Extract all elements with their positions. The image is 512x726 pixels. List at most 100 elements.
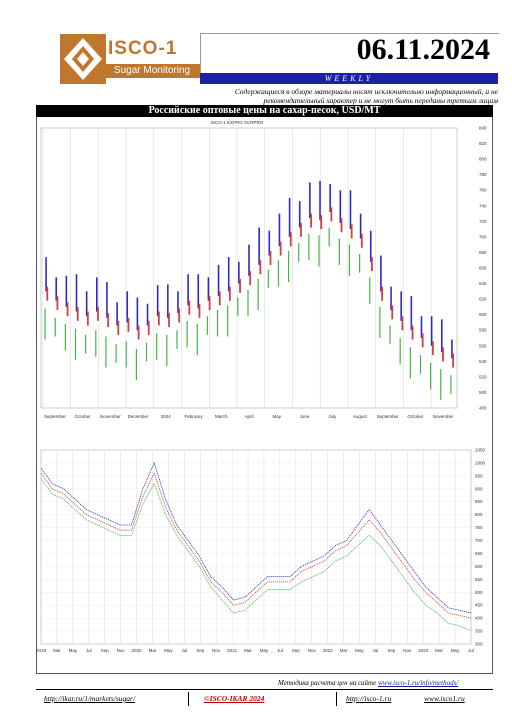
footer-divider xyxy=(336,692,337,706)
brand-name: ISCO-1 xyxy=(108,38,178,59)
x-tick-label: Nov xyxy=(117,648,126,653)
report-date: 06.11.2024 xyxy=(356,33,490,66)
x-tick-label: Sep xyxy=(196,648,205,653)
x-tick-label: September xyxy=(377,414,400,419)
footer: http://ikar.ru/1/markets/sugar/ ©ISCO-IK… xyxy=(36,689,493,708)
x-tick-label: October xyxy=(407,414,424,419)
y-tick-label: 580 xyxy=(479,328,487,333)
x-tick-label: October xyxy=(75,414,92,419)
x-tick-label: Nov xyxy=(403,648,412,653)
y-tick-label: 560 xyxy=(479,343,487,348)
x-tick-label: Jul xyxy=(181,648,187,653)
x-tick-label: Sep xyxy=(101,648,110,653)
y-tick-label: 600 xyxy=(475,564,483,569)
x-tick-label: November xyxy=(100,414,121,419)
y-tick-label: 850 xyxy=(475,499,483,504)
x-tick-label: June xyxy=(300,414,310,419)
y-tick-label: 800 xyxy=(475,512,483,517)
disclaimer-text: Содержащиеся в обзоре материалы носят ис… xyxy=(234,87,498,105)
y-tick-label: 840 xyxy=(479,126,487,131)
y-tick-label: 620 xyxy=(479,297,487,302)
y-tick-label: 800 xyxy=(479,157,487,162)
x-tick-label: Mar xyxy=(435,648,443,653)
top-chart: ISCO-1 EXPRO SCRPRO 840 820 800 780 760 740 720… xyxy=(40,120,487,419)
x-tick-label: May xyxy=(260,648,269,653)
x-tick-label: Sep xyxy=(292,648,301,653)
x-tick-label: December xyxy=(128,414,149,419)
y-tick-label: 700 xyxy=(475,538,483,543)
plot-area xyxy=(40,449,472,645)
x-tick-label: 2024 xyxy=(161,414,172,419)
y-tick-label: 600 xyxy=(479,312,487,317)
y-tick-label: 1000 xyxy=(475,460,486,465)
x-tick-label: Mar xyxy=(53,648,61,653)
logo-icon xyxy=(60,34,106,84)
chart-subtitle: ISCO-1 EXPRO SCRPRO xyxy=(211,120,264,125)
footer-copyright: ©ISCO-IKAR 2024 xyxy=(204,694,265,703)
x-tick-label: Jul xyxy=(277,648,283,653)
y-tick-label: 900 xyxy=(475,486,483,491)
x-tick-label: September xyxy=(44,414,67,419)
x-tick-label: 2020 xyxy=(132,648,143,653)
x-tick-label: May xyxy=(451,648,460,653)
series-line-s3 xyxy=(40,478,472,632)
x-tick-label: Mar xyxy=(149,648,157,653)
footer-link-isco[interactable]: http://isco-1.ru xyxy=(346,694,392,703)
x-tick-label: Jul xyxy=(86,648,92,653)
x-tick-label: May xyxy=(272,414,281,419)
date-panel xyxy=(200,33,499,74)
y-tick-label: 500 xyxy=(479,390,487,395)
method-note-text: Методика расчета цен на сайте xyxy=(278,679,377,687)
y-tick-label: 1050 xyxy=(475,448,486,453)
y-tick-label: 680 xyxy=(479,250,487,255)
series-line-s2 xyxy=(40,472,472,619)
y-tick-label: 660 xyxy=(479,266,487,271)
x-tick-label: Mar xyxy=(340,648,348,653)
x-tick-label: Nov xyxy=(308,648,317,653)
x-tick-label: Jul xyxy=(373,648,379,653)
y-tick-label: 400 xyxy=(475,616,483,621)
y-tick-label: 520 xyxy=(479,374,487,379)
y-tick-label: 300 xyxy=(475,642,483,647)
x-tick-label: Nov xyxy=(212,648,221,653)
x-tick-label: Jul xyxy=(468,648,474,653)
y-tick-label: 760 xyxy=(479,188,487,193)
footer-link-isco1[interactable]: www.isco1.ru xyxy=(424,694,465,703)
x-tick-label: July xyxy=(328,414,337,419)
y-tick-label: 550 xyxy=(475,577,483,582)
x-tick-label: May xyxy=(69,648,78,653)
y-tick-label: 640 xyxy=(479,281,487,286)
series-line-s1 xyxy=(40,461,472,614)
y-tick-label: 820 xyxy=(479,141,487,146)
y-tick-label: 750 xyxy=(475,525,483,530)
y-tick-label: 450 xyxy=(475,603,483,608)
x-tick-label: November xyxy=(433,414,454,419)
x-tick-label: Mar xyxy=(244,648,252,653)
x-tick-label: August xyxy=(353,414,368,419)
x-tick-label: May xyxy=(164,648,173,653)
y-tick-label: 500 xyxy=(475,590,483,595)
bottom-chart: 1050 1000 950 900 850 800 750 700 650 600 550 500 45… xyxy=(37,448,486,654)
method-note: Методика расчета цен на сайте www.isco-1… xyxy=(278,679,458,687)
y-tick-label: 540 xyxy=(479,359,487,364)
weekly-label: WEEKLY xyxy=(200,73,498,84)
x-tick-label: April xyxy=(244,414,253,419)
y-tick-label: 740 xyxy=(479,203,487,208)
x-tick-label: February xyxy=(185,414,204,419)
x-tick-label: 2019 xyxy=(37,648,47,653)
y-tick-label: 780 xyxy=(479,172,487,177)
y-tick-label: 700 xyxy=(479,234,487,239)
x-tick-label: 2021 xyxy=(227,648,238,653)
footer-divider xyxy=(188,692,189,706)
y-tick-label: 950 xyxy=(475,473,483,478)
x-tick-label: Sep xyxy=(387,648,396,653)
x-tick-label: May xyxy=(355,648,364,653)
x-tick-label: 2022 xyxy=(323,648,334,653)
footer-link-ikar[interactable]: http://ikar.ru/1/markets/sugar/ xyxy=(44,694,136,703)
x-tick-label: March xyxy=(215,414,228,419)
plot-area xyxy=(40,127,458,409)
chart-title: Российские оптовые цены на сахар-песок, … xyxy=(36,105,493,117)
x-tick-label: 2023 xyxy=(418,648,429,653)
y-tick-label: 480 xyxy=(479,406,487,411)
method-link[interactable]: www.isco-1.ru/info/methods/ xyxy=(377,679,459,687)
